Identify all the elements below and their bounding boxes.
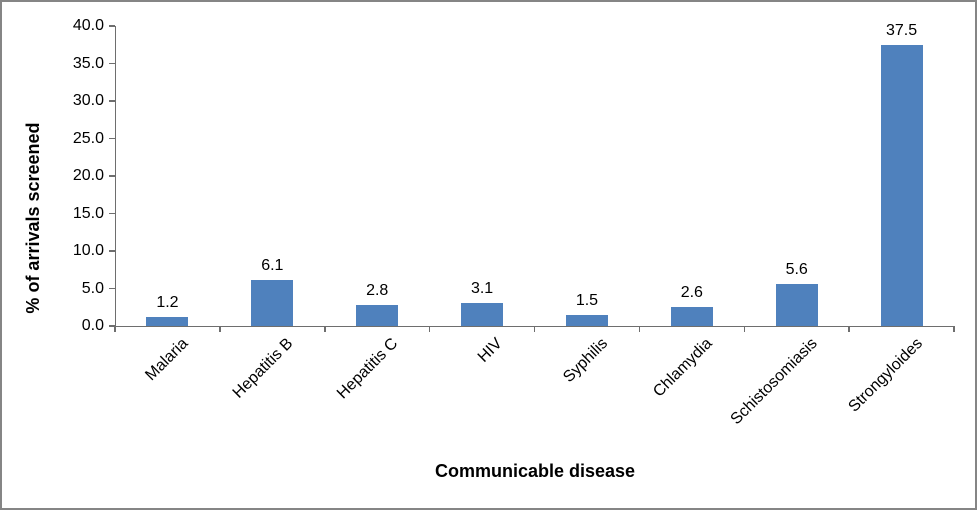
y-axis-tick-label: 15.0: [72, 204, 104, 222]
x-axis-tick: [219, 326, 221, 332]
y-axis-tick-label: 25.0: [72, 129, 104, 147]
y-axis-tick-label: 20.0: [72, 167, 104, 184]
x-category-label: Malaria: [142, 335, 192, 385]
y-axis-tick: [109, 175, 115, 177]
y-axis-tick: [109, 287, 115, 289]
plot-area: [115, 26, 955, 327]
x-axis-tick: [428, 326, 431, 332]
y-axis-tick-label: 30.0: [72, 92, 104, 109]
y-axis-tick-label: 10.0: [72, 242, 104, 259]
bar: [251, 280, 294, 326]
bar-value-label: 6.1: [261, 257, 284, 275]
x-category-label: Strongyloides: [845, 335, 926, 416]
x-axis-tick: [114, 326, 116, 332]
x-category-label: Chlamydia: [650, 335, 716, 401]
y-axis-tick-label: 0.0: [81, 317, 104, 334]
bar-value-label: 3.1: [470, 279, 494, 297]
bar-value-label: 1.5: [575, 291, 599, 309]
x-axis-tick: [324, 326, 326, 332]
y-axis-tick-label: 5.0: [81, 279, 104, 297]
bar: [356, 305, 399, 326]
x-axis-title: Communicable disease: [434, 461, 636, 481]
y-axis-tick: [109, 250, 115, 252]
bar: [565, 314, 608, 326]
bar-value-label: 37.5: [885, 21, 918, 39]
y-axis-tick-label: 40.0: [72, 17, 104, 34]
bar: [461, 302, 504, 326]
y-axis-tick: [109, 325, 115, 327]
bar-value-label: 5.6: [785, 261, 808, 278]
x-axis-tick: [743, 326, 745, 332]
x-axis-tick: [638, 326, 641, 332]
bar: [146, 317, 189, 326]
x-category-label: Hepatitis C: [333, 335, 402, 403]
bar: [880, 44, 923, 326]
x-category-label: HIV: [475, 335, 507, 366]
y-axis-tick: [109, 137, 115, 139]
x-axis-tick: [953, 326, 955, 332]
bar: [670, 306, 713, 326]
y-axis-tick: [109, 212, 115, 214]
x-axis-tick: [848, 326, 850, 332]
x-category-label: Syphilis: [559, 335, 611, 387]
y-axis-tick: [109, 25, 115, 27]
bar-value-label: 1.2: [156, 294, 179, 311]
bar: [775, 284, 818, 326]
x-category-label: Schistosomiasis: [727, 335, 821, 429]
x-axis-tick: [533, 326, 536, 332]
y-axis-tick: [109, 62, 115, 64]
bar-value-label: 2.6: [680, 283, 703, 301]
x-category-label: Hepatitis B: [229, 335, 297, 402]
bar-value-label: 2.8: [366, 282, 389, 299]
y-axis-tick-label: 35.0: [72, 54, 104, 72]
y-axis-tick: [109, 100, 115, 102]
